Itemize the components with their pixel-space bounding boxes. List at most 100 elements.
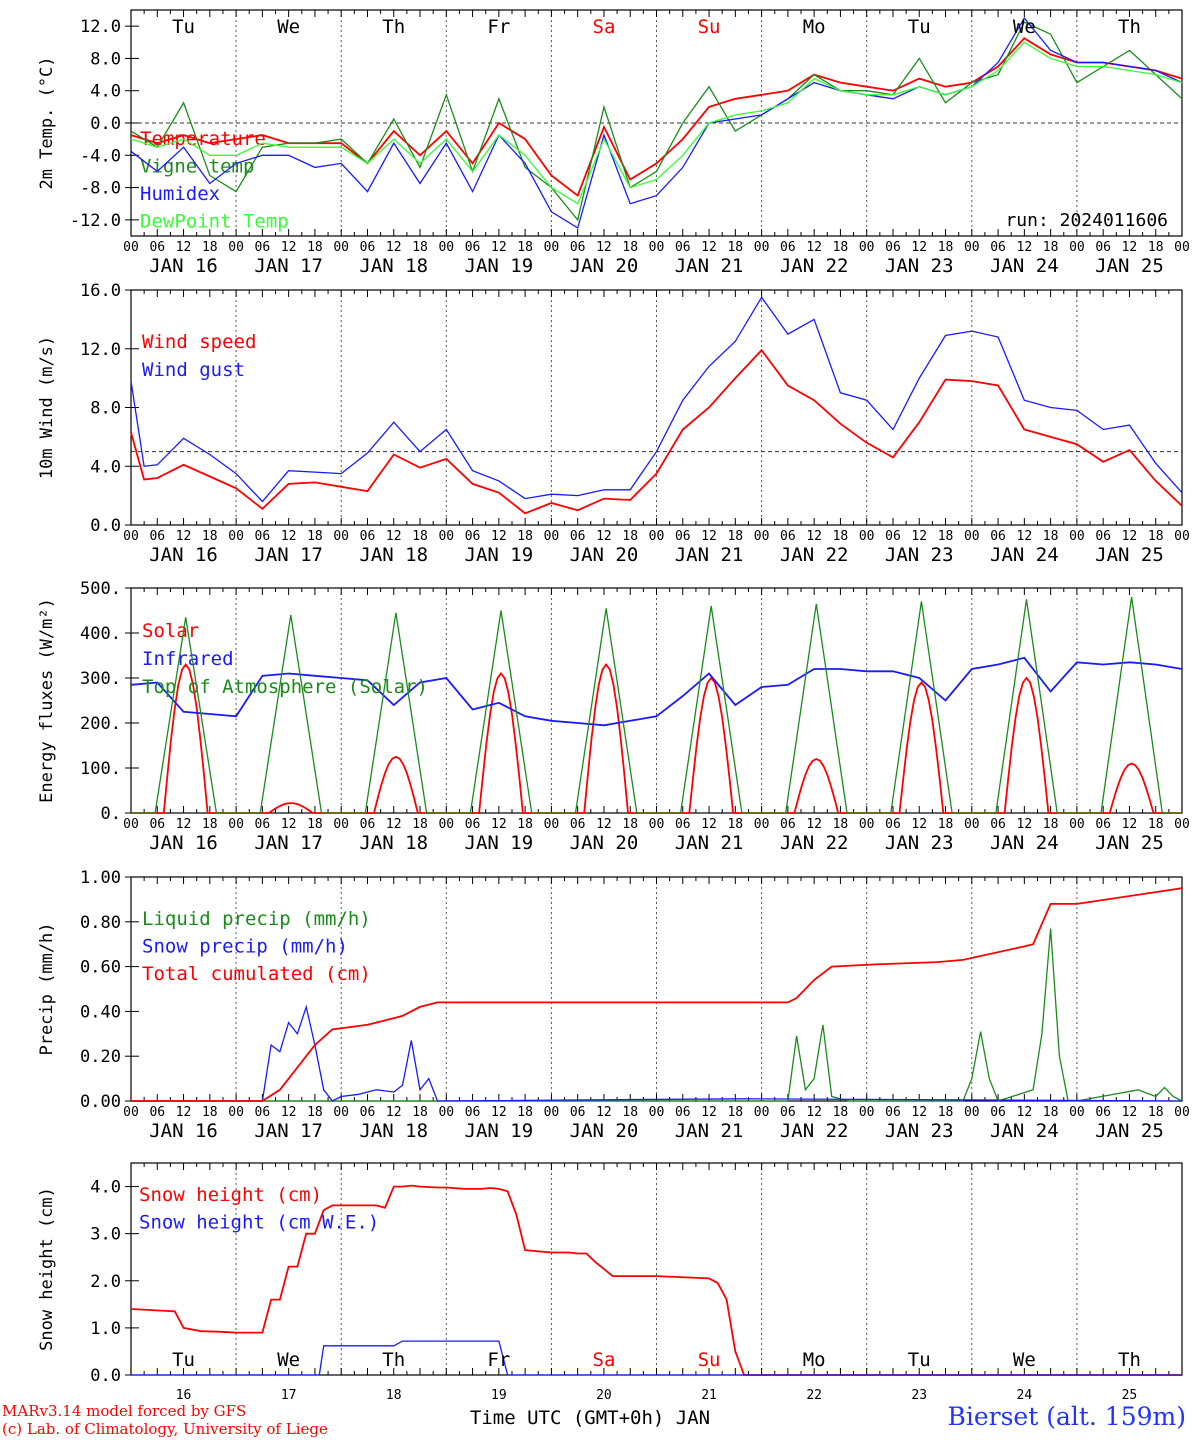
temp-y-tick-label: -8.0 bbox=[80, 179, 121, 199]
wind-hour-label: 12 bbox=[281, 529, 297, 544]
precip-hour-label: 06 bbox=[570, 1105, 586, 1120]
precip-hour-label: 12 bbox=[1122, 1105, 1138, 1120]
precip-date-label: JAN 17 bbox=[254, 1120, 323, 1142]
wind-date-label: JAN 16 bbox=[149, 544, 218, 566]
precip-y-tick-label: 0.40 bbox=[80, 1002, 121, 1022]
energy-hour-label: 00 bbox=[754, 817, 770, 832]
temp-hour-label: 00 bbox=[228, 240, 244, 255]
energy-date-label: JAN 17 bbox=[254, 832, 323, 854]
temp-run-annotation: run: 2024011606 bbox=[1005, 210, 1168, 231]
temp-hour-label: 00 bbox=[438, 240, 454, 255]
weekday-label-top: Sa bbox=[593, 16, 616, 38]
precip-hour-label: 18 bbox=[622, 1105, 638, 1120]
snow-series-snow-height-cm bbox=[130, 1184, 1182, 1376]
temp-hour-label: 18 bbox=[727, 240, 743, 255]
energy-hour-label: 06 bbox=[675, 817, 691, 832]
temp-date-label: JAN 21 bbox=[675, 255, 744, 277]
temp-legend-0: Temperature bbox=[140, 128, 266, 150]
wind-hour-label: 12 bbox=[386, 529, 402, 544]
precip-hour-label: 18 bbox=[727, 1105, 743, 1120]
wind-hour-label: 00 bbox=[123, 529, 139, 544]
energy-y-tick-label: 100. bbox=[80, 759, 121, 779]
precip-hour-label: 00 bbox=[754, 1105, 770, 1120]
energy-hour-label: 00 bbox=[544, 817, 560, 832]
wind-date-label: JAN 20 bbox=[570, 544, 639, 566]
temp-hour-label: 12 bbox=[386, 240, 402, 255]
wind-hour-label: 00 bbox=[333, 529, 349, 544]
precip-hour-label: 12 bbox=[1017, 1105, 1033, 1120]
wind-y-tick-label: 8.0 bbox=[90, 399, 121, 419]
temp-hour-label: 00 bbox=[544, 240, 560, 255]
energy-date-label: JAN 19 bbox=[465, 832, 534, 854]
precip-date-label: JAN 22 bbox=[780, 1120, 849, 1142]
temp-hour-label: 06 bbox=[780, 240, 796, 255]
precip-hour-label: 12 bbox=[911, 1105, 927, 1120]
precip-hour-label: 00 bbox=[333, 1105, 349, 1120]
wind-hour-label: 00 bbox=[1069, 529, 1085, 544]
energy-y-tick-label: 200. bbox=[80, 714, 121, 734]
energy-y-tick-label: 300. bbox=[80, 669, 121, 689]
energy-date-label: JAN 24 bbox=[990, 832, 1059, 854]
weekday-label-top: Tu bbox=[172, 16, 195, 38]
precip-hour-label: 06 bbox=[885, 1105, 901, 1120]
energy-hour-label: 18 bbox=[1043, 817, 1059, 832]
energy-hour-label: 18 bbox=[938, 817, 954, 832]
temp-hour-label: 12 bbox=[1122, 240, 1138, 255]
temp-hour-label: 06 bbox=[360, 240, 376, 255]
precip-hour-label: 12 bbox=[281, 1105, 297, 1120]
precip-date-label: JAN 18 bbox=[359, 1120, 428, 1142]
precip-date-label: JAN 16 bbox=[149, 1120, 218, 1142]
temp-hour-label: 06 bbox=[990, 240, 1006, 255]
wind-hour-label: 06 bbox=[360, 529, 376, 544]
temp-date-label: JAN 19 bbox=[465, 255, 534, 277]
weekday-label-top: Tu bbox=[908, 16, 931, 38]
temp-hour-label: 12 bbox=[911, 240, 927, 255]
wind-hour-label: 12 bbox=[176, 529, 192, 544]
temp-hour-label: 12 bbox=[176, 240, 192, 255]
energy-hour-label: 00 bbox=[1069, 817, 1085, 832]
weekday-label-top: Th bbox=[1118, 16, 1141, 38]
wind-hour-label: 06 bbox=[780, 529, 796, 544]
precip-hour-label: 06 bbox=[780, 1105, 796, 1120]
temp-hour-label: 06 bbox=[149, 240, 165, 255]
temp-hour-label: 18 bbox=[1043, 240, 1059, 255]
precip-hour-label: 18 bbox=[412, 1105, 428, 1120]
precip-hour-label: 06 bbox=[465, 1105, 481, 1120]
temp-hour-label: 12 bbox=[701, 240, 717, 255]
precip-date-label: JAN 23 bbox=[885, 1120, 954, 1142]
temp-hour-label: 00 bbox=[1174, 240, 1190, 255]
wind-hour-label: 18 bbox=[1043, 529, 1059, 544]
temp-date-label: JAN 24 bbox=[990, 255, 1059, 277]
temp-hour-label: 06 bbox=[1095, 240, 1111, 255]
precip-hour-label: 06 bbox=[675, 1105, 691, 1120]
precip-hour-label: 00 bbox=[123, 1105, 139, 1120]
snow-y-axis-title: Snow height (cm) bbox=[37, 1187, 57, 1351]
precip-date-label: JAN 20 bbox=[570, 1120, 639, 1142]
wind-hour-label: 18 bbox=[833, 529, 849, 544]
precip-hour-label: 12 bbox=[176, 1105, 192, 1120]
weekday-label-top: Th bbox=[382, 16, 405, 38]
energy-hour-label: 12 bbox=[1017, 817, 1033, 832]
wind-series-wind-gust bbox=[130, 296, 1183, 503]
snow-series-snow-height-cm-w-e bbox=[131, 1340, 1182, 1376]
energy-hour-label: 00 bbox=[438, 817, 454, 832]
weekday-label-bottom: Tu bbox=[908, 1349, 931, 1371]
precip-legend-0: Liquid precip (mm/h) bbox=[142, 908, 371, 930]
temp-hour-label: 18 bbox=[517, 240, 533, 255]
energy-date-label: JAN 25 bbox=[1095, 832, 1164, 854]
temp-hour-label: 18 bbox=[833, 240, 849, 255]
wind-hour-label: 12 bbox=[491, 529, 507, 544]
energy-hour-label: 18 bbox=[622, 817, 638, 832]
snow-y-tick-label: 1.0 bbox=[90, 1319, 121, 1339]
precip-hour-label: 12 bbox=[386, 1105, 402, 1120]
precip-hour-label: 00 bbox=[964, 1105, 980, 1120]
temp-date-label: JAN 20 bbox=[570, 255, 639, 277]
wind-hour-label: 12 bbox=[1122, 529, 1138, 544]
snow-y-tick-label: 3.0 bbox=[90, 1225, 121, 1245]
weekday-label-top: We bbox=[1013, 16, 1036, 38]
temp-hour-label: 12 bbox=[1017, 240, 1033, 255]
energy-hour-label: 18 bbox=[412, 817, 428, 832]
precip-hour-label: 18 bbox=[1148, 1105, 1164, 1120]
precip-y-tick-label: 0.60 bbox=[80, 958, 121, 978]
snow-y-tick-label: 4.0 bbox=[90, 1178, 121, 1198]
